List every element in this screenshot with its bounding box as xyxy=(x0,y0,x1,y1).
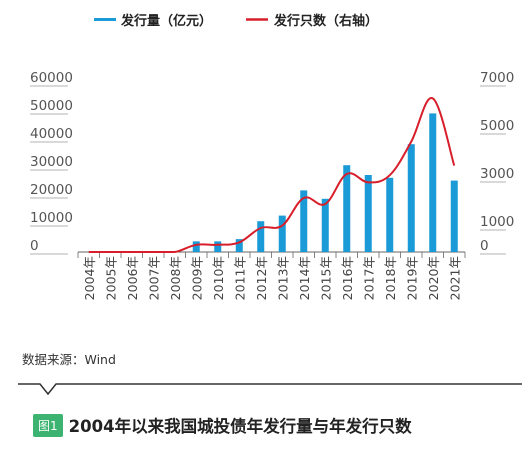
legend-label-count: 发行只数（右轴） xyxy=(273,13,378,29)
x-tick-label: 2017年 xyxy=(361,256,376,300)
x-tick-label: 2011年 xyxy=(232,256,247,300)
right-tick-label: 3000 xyxy=(480,166,514,182)
x-tick-label: 2021年 xyxy=(447,256,462,300)
x-tick-label: 2008年 xyxy=(168,256,183,300)
bar-volume xyxy=(278,215,286,252)
left-tick-label: 40000 xyxy=(30,126,73,142)
left-tick-label: 0 xyxy=(30,238,39,254)
bar-volume xyxy=(257,221,265,252)
figure-badge: 图1 xyxy=(33,413,63,437)
bar-volume xyxy=(192,241,200,252)
left-tick-label: 50000 xyxy=(30,98,73,114)
bar-volume xyxy=(343,165,351,252)
right-tick-label: 7000 xyxy=(480,70,514,86)
x-tick-label: 2007年 xyxy=(146,256,161,300)
x-tick-label: 2014年 xyxy=(297,256,312,300)
x-tick-label: 2012年 xyxy=(254,256,269,300)
bar-volume xyxy=(429,113,437,253)
x-tick-label: 2010年 xyxy=(211,256,226,300)
bar-volume xyxy=(450,180,458,252)
divider-line xyxy=(18,383,522,396)
x-tick-label: 2018年 xyxy=(383,256,398,300)
x-tick-label: 2005年 xyxy=(103,256,118,300)
left-tick-label: 10000 xyxy=(30,210,73,226)
right-tick-label: 0 xyxy=(480,238,489,254)
bar-volume xyxy=(300,190,308,252)
left-tick-label: 20000 xyxy=(30,182,73,198)
data-source: 数据来源：Wind xyxy=(22,352,116,367)
bar-volume xyxy=(214,241,222,252)
x-tick-label: 2020年 xyxy=(426,256,441,300)
left-tick-label: 60000 xyxy=(30,70,73,86)
bar-volume xyxy=(386,177,394,252)
figure-caption: 图1 2004年以来我国城投债年发行量与年发行只数 xyxy=(33,413,412,437)
bar-volume xyxy=(364,175,372,252)
x-tick-label: 2013年 xyxy=(275,256,290,300)
x-tick-label: 2015年 xyxy=(318,256,333,300)
legend-bar-swatch xyxy=(94,18,116,21)
chart: 发行量（亿元） 发行只数（右轴）0100002000030000400005000… xyxy=(30,13,514,300)
x-tick-label: 2006年 xyxy=(125,256,140,300)
right-tick-label: 5000 xyxy=(480,118,514,134)
x-tick-label: 2019年 xyxy=(404,256,419,300)
bar-volume xyxy=(235,239,243,252)
bar-volume xyxy=(321,198,329,252)
x-tick-label: 2009年 xyxy=(189,256,204,300)
bar-volume xyxy=(407,144,415,252)
right-tick-label: 1000 xyxy=(480,214,514,230)
x-tick-label: 2004年 xyxy=(82,256,97,300)
x-tick-label: 2016年 xyxy=(340,256,355,300)
legend-label-volume: 发行量（亿元） xyxy=(120,13,212,29)
caption-text: 2004年以来我国城投债年发行量与年发行只数 xyxy=(68,417,412,436)
line-count-series xyxy=(88,97,456,253)
left-tick-label: 30000 xyxy=(30,154,73,170)
